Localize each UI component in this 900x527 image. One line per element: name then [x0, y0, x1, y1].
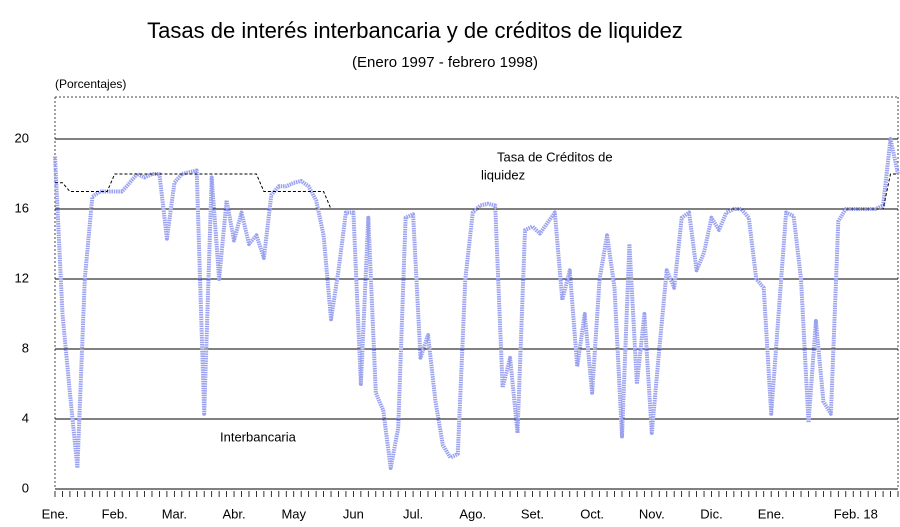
- y-unit-label: (Porcentajes): [55, 77, 126, 91]
- y-tick-label: 12: [15, 270, 29, 285]
- line-series: [53, 137, 900, 470]
- x-tick-label: Ago.: [459, 506, 486, 521]
- y-tick-label: 16: [15, 200, 29, 215]
- y-tick-label: 4: [22, 410, 29, 425]
- chart-subtitle: (Enero 1997 - febrero 1998): [352, 54, 538, 71]
- annotation: Tasa de Créditos de: [497, 149, 613, 164]
- annotation: Interbancaria: [220, 429, 297, 444]
- x-tick-label: Abr.: [222, 506, 245, 521]
- chart-title: Tasas de interés interbancaria y de créd…: [147, 18, 683, 43]
- x-tick-label: Jul.: [403, 506, 423, 521]
- x-tick-label: Ene.: [758, 506, 785, 521]
- y-tick-label: 20: [15, 130, 29, 145]
- x-tick-label: Dic.: [700, 506, 722, 521]
- x-tick-label: Feb. 18: [834, 506, 878, 521]
- x-tick-label: Oct.: [580, 506, 604, 521]
- x-tick-label: Ene.: [42, 506, 69, 521]
- x-tick-label: Nov.: [639, 506, 665, 521]
- y-tick-label: 0: [22, 480, 29, 495]
- x-tick-label: May: [281, 506, 306, 521]
- x-tick-label: Set.: [521, 506, 544, 521]
- x-tick-label: Jun: [343, 506, 364, 521]
- annotation: liquidez: [481, 167, 525, 182]
- line-series: [55, 173, 898, 210]
- x-tick-label: Feb.: [102, 506, 128, 521]
- y-tick-label: 8: [22, 340, 29, 355]
- x-tick-label: Mar.: [162, 506, 187, 521]
